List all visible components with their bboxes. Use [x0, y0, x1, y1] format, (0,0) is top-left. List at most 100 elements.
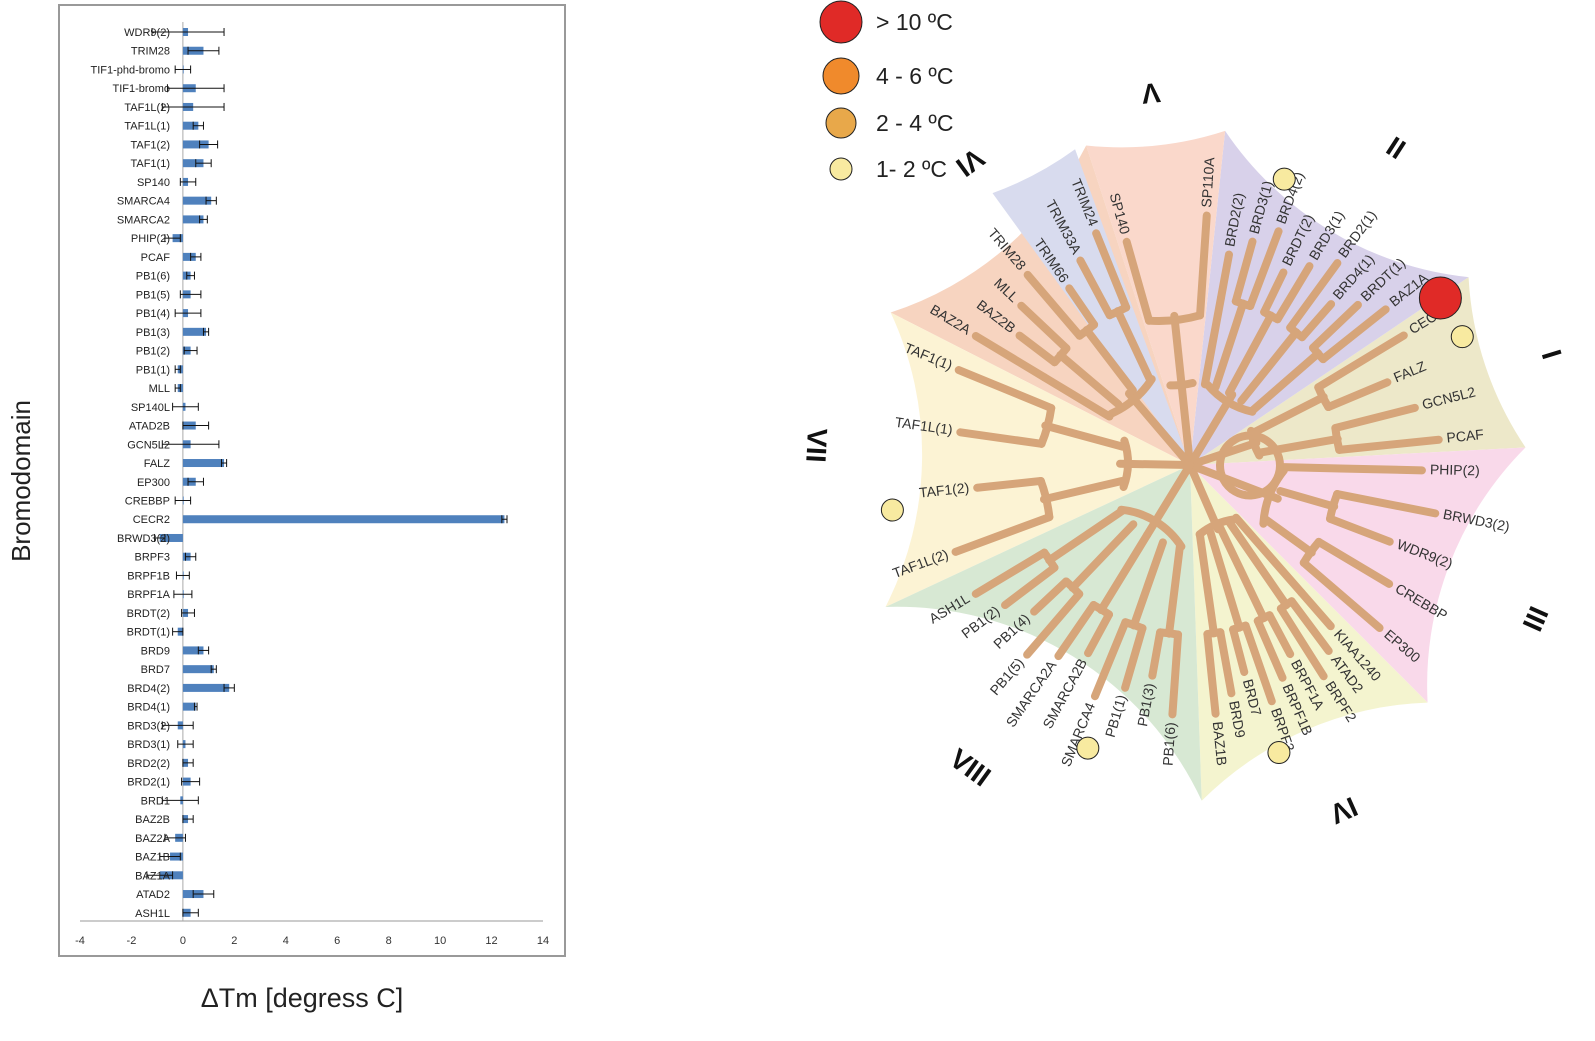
- leaf-branch: [1121, 624, 1147, 692]
- leaf-branch: [1260, 268, 1288, 317]
- branch: [1040, 373, 1114, 421]
- leaf-branch: [956, 428, 1046, 448]
- category-label: BRPF1A: [127, 589, 170, 601]
- bar-chart: -4 -2 0 2 4 6 8 10 12 14 WDR9(2) TRIM28 TIF1-phd-bro…: [6, 4, 566, 1013]
- leaf-branch: [971, 332, 1049, 382]
- branch: [1186, 461, 1222, 534]
- bar: [159, 533, 183, 542]
- leaf-branch: [1216, 628, 1236, 698]
- category-label: MLL: [149, 383, 170, 395]
- y-axis-title: Bromodomain: [6, 400, 36, 562]
- hit-marker: [1267, 741, 1291, 765]
- category-label: BRD4(2): [127, 683, 170, 695]
- hit-marker: [1272, 167, 1296, 191]
- leaf-branch: [1122, 237, 1154, 325]
- leaf-branch: [1076, 256, 1114, 320]
- leaf-branch: [1246, 227, 1283, 311]
- leaf-label: PHIP(2): [1430, 461, 1480, 478]
- branch: [1248, 392, 1328, 438]
- clade-numeral: VIII: [944, 743, 996, 793]
- category-label: PB1(2): [136, 346, 170, 358]
- clade-numeral: III: [1517, 602, 1555, 636]
- category-label: BRDT(2): [127, 608, 170, 620]
- hit-marker: [880, 498, 904, 522]
- leaf-branch: [1090, 618, 1130, 701]
- category-label: ATAD2B: [129, 421, 170, 433]
- chart-frame: [58, 4, 566, 957]
- branch: [1186, 390, 1237, 469]
- category-label: SMARCA2: [117, 214, 170, 226]
- leaf-branch: [1241, 621, 1276, 706]
- clade-numeral: IV: [1325, 791, 1362, 830]
- leaf-branch: [1314, 331, 1408, 392]
- hit-marker: [1418, 276, 1462, 320]
- category-label: BAZ2B: [135, 814, 170, 826]
- category-label: GCN5L2: [127, 439, 170, 451]
- leaf-branch: [1287, 597, 1333, 655]
- bar: [182, 140, 209, 149]
- category-label: BRD3(1): [127, 739, 170, 751]
- leaf-branch: [1148, 628, 1165, 680]
- branch: [1225, 518, 1291, 610]
- tree-chart-panel: PCAF GCN5L2 FALZ CECR2 I BAZ1A BRDT(1) BRD4(1) B…: [600, 0, 1595, 1036]
- root-ring: [1216, 431, 1284, 500]
- category-label: SMARCA4: [117, 196, 170, 208]
- leaf-branch: [1030, 577, 1071, 616]
- bar: [182, 121, 199, 130]
- branch: [1041, 421, 1127, 451]
- category-label: BRPF1B: [127, 570, 170, 582]
- category-label: FALZ: [144, 458, 171, 470]
- leaf-branch: [1309, 300, 1362, 352]
- branch: [1225, 311, 1275, 397]
- leaf-branch: [1314, 537, 1394, 588]
- x-tick-label: 10: [434, 935, 446, 947]
- x-tick-label: 4: [283, 935, 289, 947]
- legend-label: 1- 2 ºC: [876, 156, 947, 182]
- branch-arc: [1117, 505, 1186, 551]
- branch: [1129, 538, 1167, 630]
- legend-swatch: [825, 107, 857, 139]
- leaf-branch: [1324, 378, 1392, 412]
- legend-swatch: [829, 157, 853, 181]
- category-label: TAF1L(1): [124, 121, 170, 133]
- leaf-branch: [1001, 563, 1059, 610]
- leaf-branch: [1333, 490, 1440, 518]
- hit-marker: [1076, 736, 1100, 760]
- leaf-branch: [1297, 589, 1335, 631]
- category-label: BRD9: [141, 645, 170, 657]
- category-label: PHIP(2): [131, 233, 170, 245]
- category-label: TRIM28: [131, 46, 170, 58]
- category-label: BAZ1B: [135, 852, 170, 864]
- category-label: PCAF: [141, 252, 171, 264]
- category-label: BRD2(2): [127, 758, 170, 770]
- category-label: SP140L: [131, 402, 170, 414]
- category-label: PB1(1): [136, 364, 170, 376]
- bar: [182, 683, 230, 692]
- category-label: CECR2: [133, 514, 170, 526]
- leaf-branch: [954, 366, 1056, 413]
- leaf-label: BRD9: [1226, 699, 1248, 739]
- leaf-branch: [973, 476, 1045, 492]
- x-tick-label: 6: [334, 935, 340, 947]
- branch: [1232, 513, 1306, 598]
- category-label: TIF1-phd-bromo: [91, 64, 170, 76]
- branch: [1124, 389, 1194, 469]
- branch: [1068, 520, 1138, 592]
- bar: [182, 515, 505, 524]
- legend-swatch: [819, 0, 863, 44]
- category-label: TAF1(1): [130, 158, 170, 170]
- category-label: ASH1L: [135, 908, 170, 920]
- category-label: PB1(6): [136, 271, 170, 283]
- leaf-branch: [1065, 284, 1099, 329]
- leaf-label: PB1(3): [1134, 682, 1157, 728]
- phylogenetic-tree-chart: PCAFGCN5L2FALZCECR2IBAZ1ABRDT(1)BRD4(1)B…: [800, 0, 1568, 830]
- leaf-branch: [1265, 611, 1295, 659]
- branch: [1056, 351, 1123, 409]
- x-tick-label: 0: [180, 935, 186, 947]
- category-label: SP140: [137, 177, 170, 189]
- leaf-branch: [1023, 270, 1084, 340]
- category-label: BRD7: [141, 664, 170, 676]
- leaf-label: PB1(6): [1160, 722, 1179, 767]
- category-label: TIF1-bromo: [113, 83, 170, 95]
- branch: [1045, 506, 1127, 565]
